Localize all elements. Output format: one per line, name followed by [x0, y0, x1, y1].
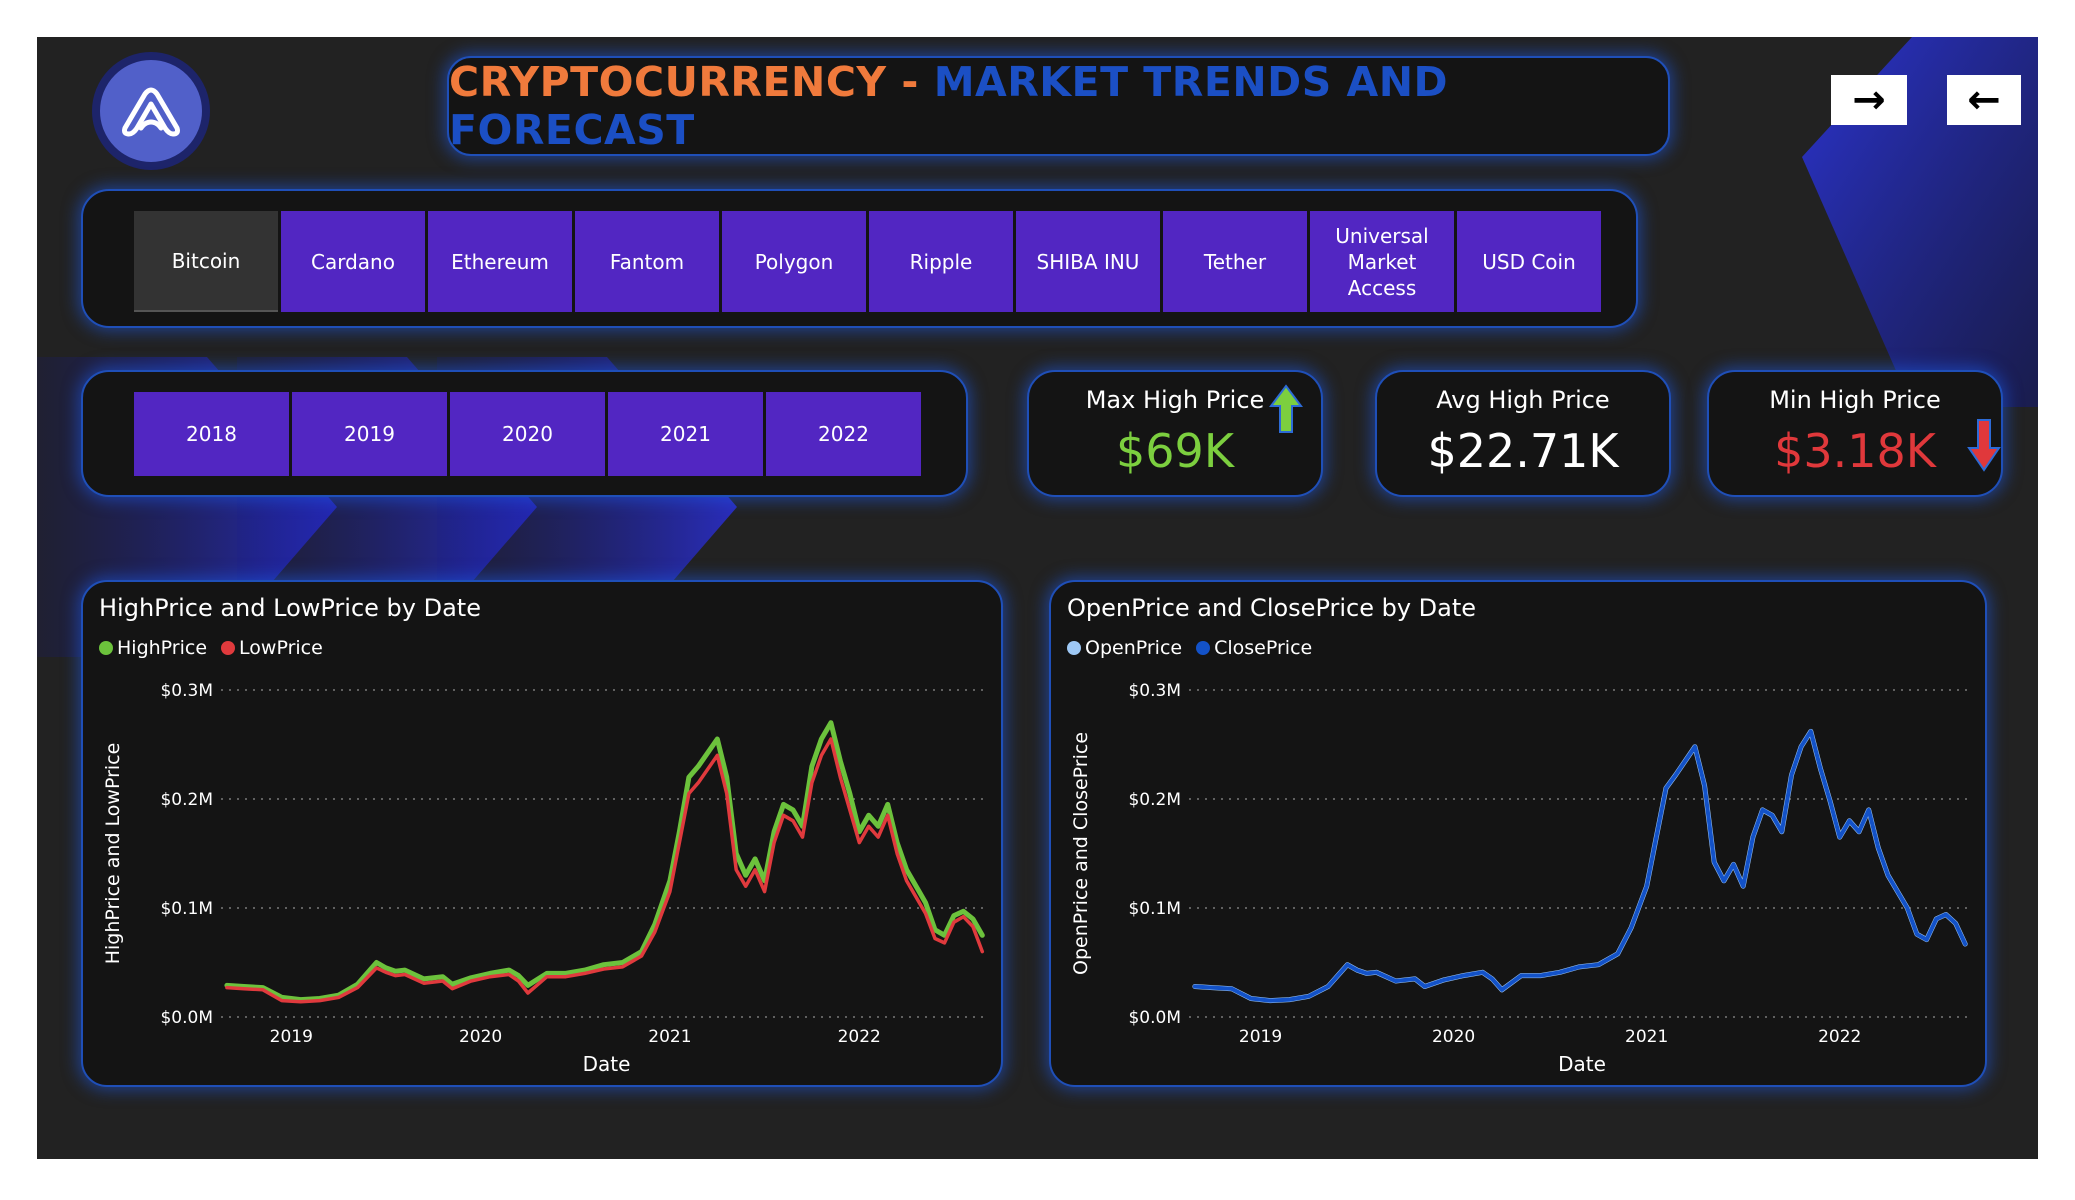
chart-legend: OpenPrice ClosePrice [1067, 637, 1312, 659]
coin-tile-ethereum[interactable]: Ethereum [428, 211, 572, 312]
legend-item-low[interactable]: LowPrice [221, 637, 323, 659]
y-tick-label: $0.0M [160, 1008, 213, 1028]
legend-label: LowPrice [239, 637, 323, 659]
dashboard-canvas: CRYPTOCURRENCY - MARKET TRENDS AND FOREC… [37, 37, 2038, 1159]
logo-mark-icon [122, 87, 180, 137]
x-tick-label: 2020 [1432, 1027, 1475, 1047]
legend-label: ClosePrice [1214, 637, 1313, 659]
high-low-price-chart: HighPrice and LowPrice by Date HighPrice… [81, 580, 1003, 1087]
y-tick-label: $0.3M [160, 681, 213, 701]
x-tick-label: 2022 [1818, 1027, 1861, 1047]
x-tick-label: 2020 [459, 1027, 502, 1047]
arrow-down-icon [1967, 419, 2001, 472]
y-tick-label: $0.1M [160, 899, 213, 919]
next-page-button[interactable]: → [1831, 75, 1907, 125]
x-axis-label: Date [583, 1052, 631, 1076]
legend-item-open[interactable]: OpenPrice [1067, 637, 1182, 659]
chart-title: HighPrice and LowPrice by Date [99, 594, 481, 622]
app-logo [92, 52, 210, 170]
legend-label: HighPrice [117, 637, 208, 659]
kpi-max-high-price: Max High Price $69K [1027, 370, 1323, 497]
legend-item-high[interactable]: HighPrice [99, 637, 207, 659]
kpi-label: Min High Price [1769, 386, 1941, 414]
coin-tile-fantom[interactable]: Fantom [575, 211, 719, 312]
title-banner: CRYPTOCURRENCY - MARKET TRENDS AND FOREC… [447, 56, 1670, 156]
coin-tile-usd-coin[interactable]: USD Coin [1457, 211, 1601, 312]
y-tick-label: $0.3M [1128, 681, 1181, 701]
series-line-lowprice [225, 737, 985, 1004]
y-axis-label: OpenPrice and ClosePrice [1070, 732, 1092, 975]
x-tick-label: 2021 [648, 1027, 691, 1047]
arrow-right-icon: → [1852, 77, 1886, 123]
legend-label: OpenPrice [1085, 637, 1183, 659]
coin-tile-bitcoin[interactable]: Bitcoin [134, 211, 278, 312]
coin-tile-cardano[interactable]: Cardano [281, 211, 425, 312]
coin-tile-tether[interactable]: Tether [1163, 211, 1307, 312]
year-tile-2020[interactable]: 2020 [450, 392, 605, 476]
x-tick-label: 2022 [838, 1027, 881, 1047]
year-tile-2019[interactable]: 2019 [292, 392, 447, 476]
chart-legend: HighPrice LowPrice [99, 637, 323, 659]
x-axis-label: Date [1558, 1052, 1606, 1076]
chart-plot: $0.0M $0.1M $0.2M $0.3M 2019 2020 2021 2022 Date… [1070, 681, 1971, 1076]
legend-dot [221, 641, 236, 655]
x-tick-label: 2019 [1239, 1027, 1282, 1047]
previous-page-button[interactable]: ← [1947, 75, 2021, 125]
kpi-min-high-price: Min High Price $3.18K [1707, 370, 2003, 497]
y-tick-label: $0.0M [1128, 1008, 1181, 1028]
coin-tile-polygon[interactable]: Polygon [722, 211, 866, 312]
coin-slicer: Bitcoin Cardano Ethereum Fantom Polygon … [81, 189, 1638, 328]
title-part1: CRYPTOCURRENCY [449, 58, 887, 106]
coin-tile-universal-market-access[interactable]: Universal Market Access [1310, 211, 1454, 312]
chart-title: OpenPrice and ClosePrice by Date [1067, 594, 1477, 622]
y-tick-label: $0.1M [1128, 899, 1181, 919]
year-tile-2021[interactable]: 2021 [608, 392, 763, 476]
y-tick-label: $0.2M [1128, 790, 1181, 810]
series-line-closeprice [1192, 729, 1968, 1003]
kpi-value: $22.71K [1427, 424, 1619, 478]
series-line-highprice [224, 720, 985, 1003]
coin-tile-shiba-inu[interactable]: SHIBA INU [1016, 211, 1160, 312]
legend-dot [1067, 641, 1081, 655]
y-tick-label: $0.2M [160, 790, 213, 810]
series-line-openprice [1192, 728, 1968, 1004]
x-tick-label: 2021 [1625, 1027, 1668, 1047]
arrow-up-icon [1269, 384, 1303, 433]
legend-item-close[interactable]: ClosePrice [1196, 637, 1312, 659]
kpi-label: Avg High Price [1436, 386, 1610, 414]
kpi-value: $69K [1116, 424, 1234, 478]
kpi-value: $3.18K [1774, 424, 1936, 478]
year-tile-2018[interactable]: 2018 [134, 392, 289, 476]
coin-tile-ripple[interactable]: Ripple [869, 211, 1013, 312]
x-tick-label: 2019 [270, 1027, 313, 1047]
title-part2: MARKET TRENDS AND FORECAST [449, 58, 1449, 154]
open-close-price-chart: OpenPrice and ClosePrice by Date OpenPri… [1049, 580, 1987, 1087]
kpi-avg-high-price: Avg High Price $22.71K [1375, 370, 1671, 497]
legend-dot [99, 641, 113, 655]
page-title: CRYPTOCURRENCY - MARKET TRENDS AND FOREC… [449, 58, 1668, 154]
year-tile-2022[interactable]: 2022 [766, 392, 921, 476]
title-separator: - [886, 58, 934, 106]
legend-dot [1196, 641, 1211, 655]
coin-tile-row: Bitcoin Cardano Ethereum Fantom Polygon … [134, 211, 1601, 312]
y-axis-label: HighPrice and LowPrice [102, 743, 124, 965]
kpi-label: Max High Price [1085, 386, 1265, 414]
chart-plot: $0.0M $0.1M $0.2M $0.3M 2019 2020 2021 2022 Date… [102, 681, 988, 1076]
year-slicer: 2018 2019 2020 2021 2022 [81, 370, 968, 497]
year-tile-row: 2018 2019 2020 2021 2022 [134, 392, 921, 476]
arrow-left-icon: ← [1967, 77, 2001, 123]
